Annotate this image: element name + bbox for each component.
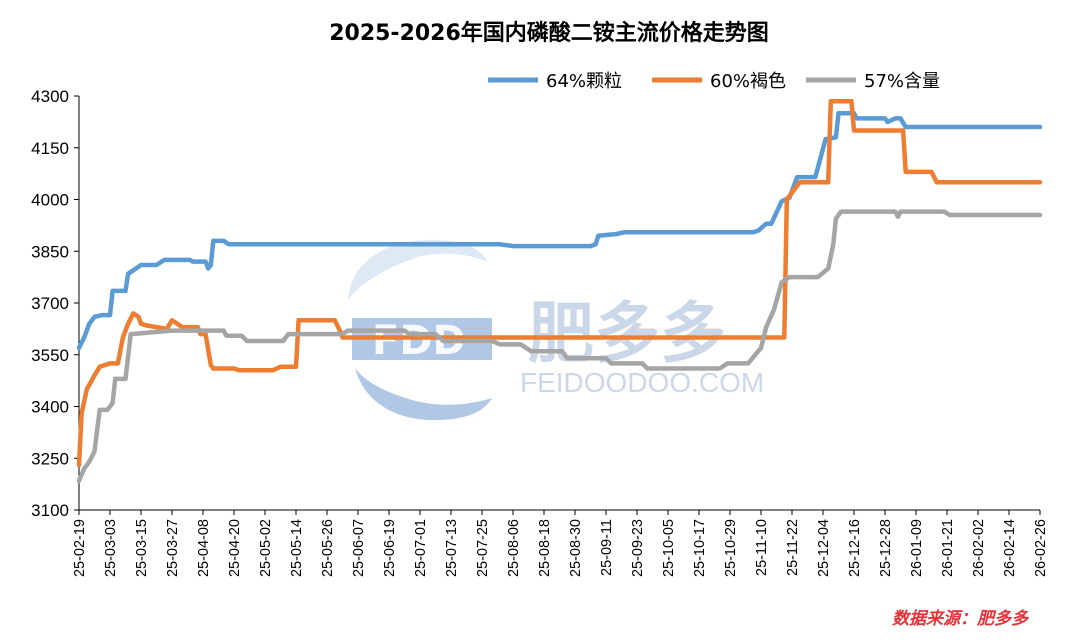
legend: 64%颗粒 60%褐色 57%含量	[488, 71, 940, 92]
x-axis-ticks: 25-02-19 25-03-03 25-03-15 25-03-27 25-04-08…	[72, 510, 1049, 577]
x-tick-label: 25-09-11	[599, 519, 615, 576]
x-tick-label: 25-07-25	[475, 519, 491, 577]
x-tick-label: 25-08-18	[537, 519, 553, 577]
x-tick-label: 26-01-21	[940, 519, 956, 577]
x-tick-label: 25-10-05	[661, 519, 677, 577]
legend-item-57: 57%含量	[806, 71, 940, 92]
legend-item-64: 64%颗粒	[488, 71, 622, 92]
y-tick-label: 4000	[31, 191, 69, 210]
y-tick-label: 3100	[31, 501, 69, 520]
x-tick-label: 25-12-04	[816, 519, 832, 577]
legend-label-64: 64%颗粒	[546, 71, 622, 92]
x-tick-label: 25-05-26	[320, 519, 336, 577]
x-tick-label: 25-10-29	[723, 519, 739, 577]
x-tick-label: 25-02-19	[72, 519, 88, 577]
y-axis-ticks: 3100 3250 3400 3550 3700 3850 4000 4150 4300	[31, 87, 79, 520]
x-tick-label: 25-07-01	[413, 519, 429, 577]
x-tick-label: 25-03-27	[165, 519, 181, 577]
y-tick-label: 4150	[31, 139, 69, 158]
x-tick-label: 25-04-08	[196, 519, 212, 577]
series-line-2	[76, 209, 1043, 483]
x-tick-label: 25-06-19	[382, 519, 398, 577]
x-tick-label: 25-04-20	[227, 519, 243, 577]
y-tick-label: 4300	[31, 87, 69, 106]
x-tick-label: 26-01-09	[909, 519, 925, 577]
legend-label-60: 60%褐色	[710, 71, 786, 92]
x-tick-label: 25-07-13	[444, 519, 460, 577]
watermark-brand: 肥多多	[528, 295, 726, 372]
watermark-url: FEIDOODOO.COM	[520, 367, 764, 398]
x-tick-label: 26-02-02	[971, 519, 987, 577]
x-tick-label: 25-03-15	[134, 519, 150, 577]
x-tick-label: 25-09-23	[630, 519, 646, 577]
y-tick-label: 3400	[31, 398, 69, 417]
x-tick-label: 25-12-16	[847, 519, 863, 577]
y-tick-label: 3850	[31, 242, 69, 261]
legend-item-60: 60%褐色	[652, 71, 786, 92]
series-line-1	[76, 98, 1043, 468]
x-tick-label: 25-05-02	[258, 519, 274, 577]
watermark: FDD 肥多多 FEIDOODOO.COM	[348, 239, 764, 421]
series-lines	[76, 98, 1043, 483]
x-tick-label: 26-02-26	[1033, 519, 1049, 577]
chart-title: 2025-2026年国内磷酸二铵主流价格走势图	[329, 20, 769, 46]
legend-label-57: 57%含量	[864, 71, 940, 92]
x-tick-label: 25-11-22	[785, 519, 801, 576]
x-tick-label: 25-05-14	[289, 519, 305, 577]
x-tick-label: 25-08-06	[506, 519, 522, 577]
data-source: 数据来源：肥多多	[892, 609, 1030, 629]
x-tick-label: 26-02-14	[1002, 519, 1018, 577]
y-tick-label: 3700	[31, 294, 69, 313]
x-tick-label: 25-12-28	[878, 519, 894, 577]
x-tick-label: 25-10-17	[692, 519, 708, 577]
x-tick-label: 25-03-03	[103, 519, 119, 577]
y-tick-label: 3550	[31, 346, 69, 365]
x-tick-label: 25-11-10	[754, 519, 770, 576]
series-line-0	[76, 111, 1043, 351]
x-tick-label: 25-06-07	[351, 519, 367, 577]
x-tick-label: 25-08-30	[568, 519, 584, 577]
y-tick-label: 3250	[31, 449, 69, 468]
